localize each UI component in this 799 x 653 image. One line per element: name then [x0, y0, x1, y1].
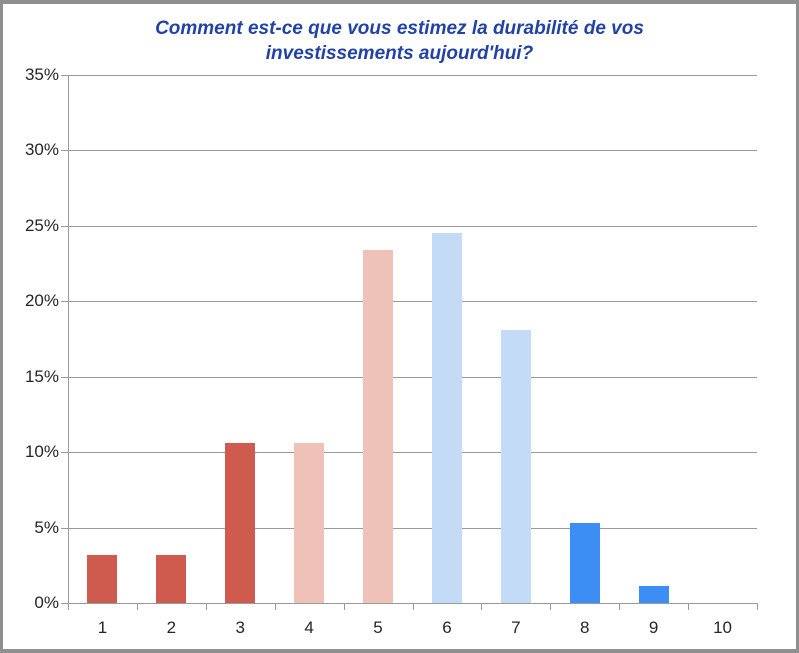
bar-5 [363, 250, 394, 603]
chart-title: Comment est-ce que vous estimez la durab… [155, 18, 644, 65]
x-axis-label-3: 3 [235, 618, 245, 637]
bar-3 [225, 443, 256, 603]
y-axis-label-35%: 35% [24, 65, 59, 84]
y-axis-label-10%: 10% [24, 442, 59, 462]
gridline-10% [68, 452, 757, 454]
x-axis-tick [343, 603, 345, 610]
y-axis-tick [61, 301, 68, 303]
bar-2 [156, 554, 187, 603]
x-axis-tick [688, 603, 690, 610]
x-axis-label-2: 2 [166, 618, 177, 637]
bar-8 [569, 523, 600, 603]
gridline-20% [68, 301, 757, 303]
y-axis-label-0%: 0% [34, 593, 59, 612]
y-axis-tick [61, 376, 68, 378]
y-axis-tick [61, 452, 68, 454]
x-axis-label-4: 4 [304, 618, 314, 637]
x-axis-tick [481, 603, 483, 610]
x-axis-tick [757, 603, 758, 610]
y-axis-label-5%: 5% [34, 517, 59, 537]
gridline-5% [68, 527, 757, 529]
x-axis-tick [136, 603, 138, 610]
x-axis-tick [619, 603, 621, 610]
y-axis-tick [61, 603, 68, 604]
gridline-25% [68, 225, 757, 227]
x-axis-tick [550, 603, 552, 610]
x-axis-label-5: 5 [373, 618, 383, 637]
bar-7 [500, 329, 531, 603]
gridline-30% [68, 150, 757, 152]
y-axis-label-15%: 15% [24, 366, 59, 386]
bar-1 [87, 554, 118, 603]
x-axis-tick [274, 603, 276, 610]
y-axis-line [68, 75, 69, 604]
y-axis-label-30%: 30% [24, 140, 59, 160]
gridline-35% [68, 75, 757, 76]
x-axis-label-7: 7 [511, 618, 521, 637]
gridline-15% [68, 376, 757, 378]
x-axis-tick [68, 603, 69, 610]
y-axis-tick [61, 75, 68, 76]
x-axis-tick [205, 603, 207, 610]
x-axis-label-8: 8 [580, 618, 590, 637]
y-axis-tick [61, 225, 68, 227]
y-axis-tick [61, 527, 68, 529]
x-axis-label-9: 9 [648, 618, 659, 637]
x-axis-label-6: 6 [442, 618, 452, 637]
plot-area [68, 75, 757, 604]
y-axis-label-25%: 25% [24, 215, 59, 235]
y-axis-tick [61, 150, 68, 152]
x-axis-label-10: 10 [713, 618, 732, 637]
bar-4 [294, 443, 325, 603]
x-axis-tick [412, 603, 414, 610]
x-axis-label-1: 1 [97, 618, 108, 637]
y-axis-label-20%: 20% [24, 291, 59, 311]
bar-9 [638, 586, 669, 603]
bar-6 [431, 233, 462, 603]
